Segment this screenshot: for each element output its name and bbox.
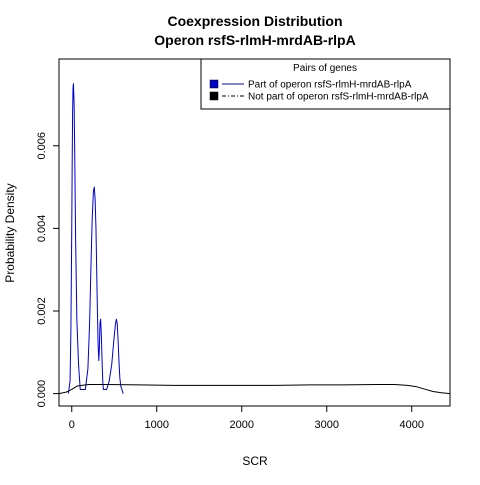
y-tick-label: 0.006 (36, 132, 48, 160)
legend-swatch (210, 92, 218, 100)
y-tick-label: 0.004 (36, 215, 48, 243)
x-tick-label: 0 (69, 419, 75, 431)
x-tick-label: 4000 (400, 419, 424, 431)
legend-label: Part of operon rsfS-rlmH-mrdAB-rlpA (248, 80, 412, 91)
x-tick-label: 2000 (230, 419, 254, 431)
x-tick-label: 3000 (315, 419, 339, 431)
y-axis-label: Probability Density (3, 183, 17, 282)
x-axis-label: SCR (242, 454, 268, 468)
legend-title: Pairs of genes (293, 63, 357, 74)
chart-subtitle: Operon rsfS-rlmH-mrdAB-rlpA (154, 32, 355, 48)
legend-label: Not part of operon rsfS-rlmH-mrdAB-rlpA (248, 92, 429, 103)
legend-swatch (210, 80, 218, 88)
chart-title: Coexpression Distribution (167, 13, 342, 29)
legend: Pairs of genes Part of operon rsfS-rlmH-… (201, 59, 450, 109)
y-tick-label: 0.000 (36, 380, 48, 408)
x-tick-label: 1000 (145, 419, 169, 431)
y-tick-label: 0.002 (36, 297, 48, 325)
